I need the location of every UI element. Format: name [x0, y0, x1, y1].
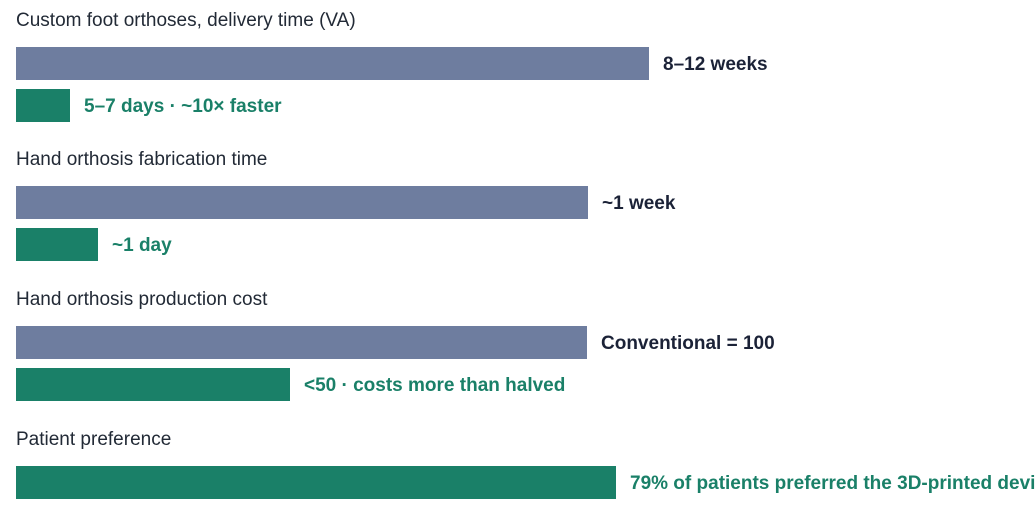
bar-printed-panel-1: [16, 89, 70, 122]
bar-label-printed-panel-1: 5–7 days · ~10× faster: [84, 96, 282, 117]
bar-label-conventional-panel-3: Conventional = 100: [601, 333, 775, 354]
bar-label-conventional-panel-1: 8–12 weeks: [663, 54, 768, 75]
panel-title-1: Custom foot orthoses, delivery time (VA): [16, 10, 356, 31]
bar-label-printed-panel-3: <50 · costs more than halved: [304, 375, 566, 396]
bar-conventional-panel-2: [16, 186, 588, 219]
panel-title-2: Hand orthosis fabrication time: [16, 149, 268, 170]
bar-printed-panel-4: [16, 466, 616, 499]
bar-label-printed-panel-4: 79% of patients preferred the 3D-printed…: [630, 473, 1036, 494]
panel-title-3: Hand orthosis production cost: [16, 289, 268, 310]
bar-label-conventional-panel-2: ~1 week: [602, 193, 676, 214]
bar-printed-panel-2: [16, 228, 98, 261]
panel-title-4: Patient preference: [16, 429, 172, 450]
bar-printed-panel-3: [16, 368, 290, 401]
bar-conventional-panel-3: [16, 326, 587, 359]
bar-conventional-panel-1: [16, 47, 649, 80]
bar-label-printed-panel-2: ~1 day: [112, 235, 172, 256]
